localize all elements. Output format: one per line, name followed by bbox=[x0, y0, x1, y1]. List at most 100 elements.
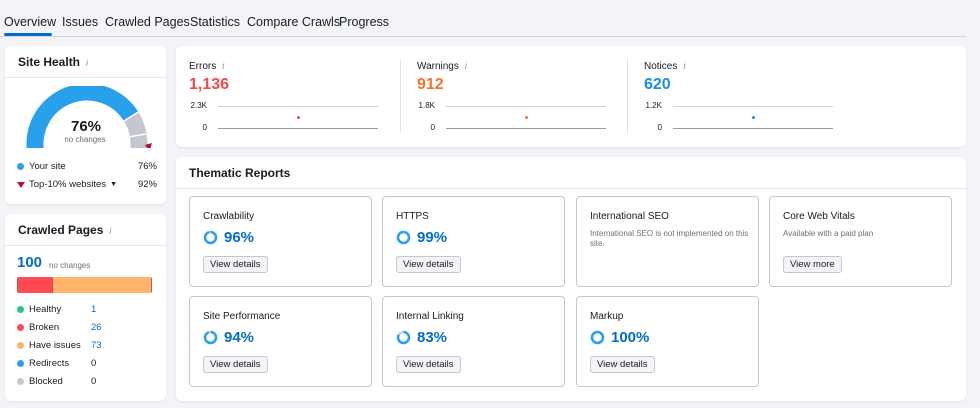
view-details-button[interactable]: View details bbox=[396, 256, 461, 273]
crawled-row-redirects: Redirects bbox=[17, 358, 107, 369]
crawled-pages-title[interactable]: Crawled Pages i bbox=[18, 223, 112, 237]
divider bbox=[5, 77, 166, 78]
axis-max-tick: 1.8K bbox=[418, 101, 435, 110]
divider bbox=[627, 59, 628, 133]
view-details-button[interactable]: View details bbox=[590, 356, 655, 373]
report-score: 83% bbox=[396, 329, 447, 346]
divider bbox=[400, 59, 401, 133]
chevron-down-icon[interactable]: ▼ bbox=[110, 181, 118, 188]
report-title: Core Web Vitals bbox=[783, 211, 855, 222]
crawled-pages-change: no changes bbox=[49, 261, 91, 270]
site-health-change: no changes bbox=[64, 135, 106, 144]
divider bbox=[5, 245, 166, 246]
axis-min-tick: 0 bbox=[657, 123, 662, 132]
info-icon[interactable]: i bbox=[109, 226, 112, 236]
status-dot-icon bbox=[17, 342, 24, 349]
tab-compare-crawls[interactable]: Compare Crawls bbox=[247, 15, 341, 29]
crawled-row-blocked: Blocked bbox=[17, 376, 107, 387]
metric-value[interactable]: 620 bbox=[644, 76, 671, 93]
bar-segment-broken[interactable] bbox=[18, 277, 54, 293]
info-icon[interactable]: i bbox=[86, 58, 89, 68]
report-card-markup: Markup 100% View details bbox=[576, 296, 759, 387]
thematic-reports-title: Thematic Reports bbox=[189, 166, 291, 180]
crawled-pages-bar[interactable] bbox=[17, 277, 152, 293]
metric-value[interactable]: 1,136 bbox=[189, 76, 230, 93]
crawled-row-broken: Broken bbox=[17, 322, 107, 333]
progress-ring-icon bbox=[203, 230, 218, 245]
gauge-separator bbox=[123, 111, 139, 122]
report-card-site-performance: Site Performance 94% View details bbox=[189, 296, 372, 387]
report-card-international-seo: International SEO International SEO is no… bbox=[576, 196, 759, 287]
tab-progress[interactable]: Progress bbox=[339, 15, 390, 29]
crawled-pages-card: Crawled Pages i bbox=[5, 214, 166, 401]
crawled-pages-total[interactable]: 100 bbox=[17, 254, 43, 271]
sparkline-point[interactable] bbox=[525, 116, 528, 119]
sparkline-baseline bbox=[218, 128, 378, 129]
report-title: HTTPS bbox=[396, 211, 429, 222]
crawled-row-value[interactable]: 26 bbox=[91, 322, 102, 333]
progress-ring-icon bbox=[590, 330, 605, 345]
tab-overview[interactable]: Overview bbox=[4, 15, 57, 29]
status-dot-icon bbox=[17, 378, 24, 385]
crawled-row-value: 0 bbox=[91, 358, 97, 369]
axis-max-tick: 2.3K bbox=[190, 101, 207, 110]
report-score: 100% bbox=[590, 329, 649, 346]
divider bbox=[176, 188, 966, 189]
crawled-row-value: 0 bbox=[91, 376, 97, 387]
sparkline-point[interactable] bbox=[752, 116, 755, 119]
site-health-title[interactable]: Site Health i bbox=[18, 55, 89, 69]
gauge-separator bbox=[129, 133, 147, 138]
sparkline-point[interactable] bbox=[297, 116, 300, 119]
report-score: 99% bbox=[396, 229, 447, 246]
bar-segment-healthy[interactable] bbox=[17, 277, 19, 293]
issue-metric-warnings[interactable]: Warnings i 912 bbox=[417, 61, 467, 93]
gauge-fill bbox=[26, 86, 139, 148]
report-card-core-web-vitals: Core Web Vitals Available with a paid pla… bbox=[769, 196, 952, 287]
metric-label: Notices bbox=[644, 61, 678, 72]
crawled-row-have-issues: Have issues bbox=[17, 340, 107, 351]
status-dot-icon bbox=[17, 360, 24, 367]
progress-ring-icon bbox=[396, 330, 411, 345]
report-card-crawlability: Crawlability 96% View details bbox=[189, 196, 372, 287]
sparkline-baseline bbox=[446, 128, 606, 129]
sparkline-gridline bbox=[673, 106, 833, 107]
info-icon[interactable]: i bbox=[683, 61, 686, 71]
axis-min-tick: 0 bbox=[430, 123, 435, 132]
tab-issues[interactable]: Issues bbox=[62, 15, 99, 29]
progress-ring-icon bbox=[203, 330, 218, 345]
crawled-row-value[interactable]: 73 bbox=[91, 340, 102, 351]
crawled-row-value[interactable]: 1 bbox=[91, 304, 97, 315]
view-more-button[interactable]: View more bbox=[783, 256, 842, 273]
site-health-gauge bbox=[26, 86, 152, 148]
report-description: International SEO is not implemented on … bbox=[590, 229, 749, 248]
tab-statistics[interactable]: Statistics bbox=[190, 15, 241, 29]
issues-card bbox=[176, 46, 966, 147]
legend-top10[interactable]: Top-10% websites ▼ 92% bbox=[17, 179, 157, 190]
report-title: Site Performance bbox=[203, 311, 281, 322]
legend-your-site: Your site 76% bbox=[17, 161, 157, 172]
tab-crawled-pages[interactable]: Crawled Pages bbox=[105, 15, 190, 29]
bar-segment-have-issues[interactable] bbox=[53, 277, 152, 293]
info-icon[interactable]: i bbox=[464, 61, 467, 71]
report-card-https: HTTPS 99% View details bbox=[382, 196, 565, 287]
info-icon[interactable]: i bbox=[222, 61, 225, 71]
view-details-button[interactable]: View details bbox=[203, 256, 268, 273]
report-card-internal-linking: Internal Linking 83% View details bbox=[382, 296, 565, 387]
sparkline-gridline bbox=[218, 106, 378, 107]
status-dot-icon bbox=[17, 306, 24, 313]
report-score: 94% bbox=[203, 329, 254, 346]
sparkline-baseline bbox=[673, 128, 833, 129]
report-score: 96% bbox=[203, 229, 254, 246]
top10-marker-icon bbox=[144, 143, 152, 148]
active-tab-indicator bbox=[4, 33, 52, 36]
crawled-row-healthy: Healthy bbox=[17, 304, 107, 315]
your-site-dot-icon bbox=[17, 163, 24, 170]
issue-metric-notices[interactable]: Notices i 620 bbox=[644, 61, 686, 93]
view-details-button[interactable]: View details bbox=[203, 356, 268, 373]
issue-metric-errors[interactable]: Errors i 1,136 bbox=[189, 61, 229, 93]
metric-value[interactable]: 912 bbox=[417, 76, 444, 93]
view-details-button[interactable]: View details bbox=[396, 356, 461, 373]
metric-label: Errors bbox=[189, 61, 217, 72]
report-title: Internal Linking bbox=[396, 311, 464, 322]
status-dot-icon bbox=[17, 324, 24, 331]
